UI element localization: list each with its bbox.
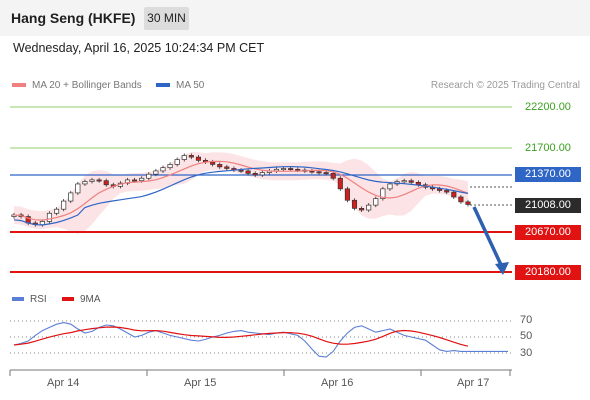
- ma50-label: MA 50: [176, 80, 205, 91]
- rsi-ma-swatch: [62, 297, 74, 302]
- candle: [160, 167, 166, 172]
- candle: [465, 201, 471, 205]
- candle: [103, 180, 109, 186]
- rsi-tick-30: 30: [520, 347, 533, 359]
- candle: [54, 208, 60, 214]
- ma50-line: [13, 165, 469, 226]
- candle: [238, 169, 244, 172]
- candle: [139, 177, 145, 182]
- candle: [153, 170, 159, 175]
- legend-rsi: RSI: [12, 294, 47, 305]
- rsi-ma-label: 9MA: [80, 294, 101, 305]
- candle: [309, 170, 315, 173]
- x-label-apr17: Apr 17: [457, 377, 490, 389]
- candle: [124, 179, 131, 184]
- bollinger-band-area: [14, 152, 468, 234]
- candle: [252, 173, 258, 176]
- projection-arrow-shaft: [472, 206, 504, 268]
- rsi-ma-line: [13, 326, 469, 347]
- level-label-s1: 20670.00: [515, 225, 581, 240]
- legend-ma50: MA 50: [156, 80, 204, 91]
- candle: [373, 198, 379, 206]
- candle: [167, 164, 173, 169]
- credit-text: Research © 2025 Trading Central: [430, 80, 580, 91]
- rsi-tick-50: 50: [520, 330, 533, 342]
- candle: [415, 181, 421, 186]
- ma20-line: [13, 160, 469, 221]
- candle: [408, 180, 414, 183]
- candle: [359, 208, 365, 211]
- candle: [259, 172, 265, 176]
- candle: [46, 212, 53, 222]
- candle: [75, 183, 81, 194]
- candle: [82, 181, 88, 185]
- level-label-r1: 21700.00: [515, 141, 581, 156]
- level-label-last: 21008.00: [515, 198, 581, 213]
- candle: [224, 166, 230, 169]
- level-label-r2: 22200.00: [515, 100, 581, 115]
- ma20-label: MA 20 + Bollinger Bands: [32, 80, 142, 91]
- x-label-apr15: Apr 15: [184, 377, 217, 389]
- candle: [295, 168, 301, 171]
- candle: [330, 173, 336, 179]
- candle: [316, 171, 322, 174]
- candle: [210, 161, 216, 165]
- candle: [188, 155, 194, 158]
- timestamp: Wednesday, April 16, 2025 10:24:34 PM CE…: [13, 41, 265, 55]
- candle: [132, 179, 138, 182]
- candle: [174, 159, 180, 165]
- candle: [181, 155, 187, 160]
- candle: [323, 172, 329, 175]
- level-label-s2: 20180.00: [515, 265, 581, 280]
- rsi-line: [13, 322, 508, 358]
- x-label-apr16: Apr 16: [321, 377, 354, 389]
- x-label-apr14: Apr 14: [47, 377, 80, 389]
- candle: [451, 191, 457, 198]
- interval-button[interactable]: 30 MIN: [144, 7, 189, 30]
- candle: [68, 192, 74, 202]
- candle: [96, 179, 102, 182]
- candle: [366, 204, 372, 211]
- rsi-swatch: [12, 297, 24, 302]
- projection-arrow-head: [495, 262, 509, 275]
- candle: [217, 164, 223, 168]
- candle: [380, 188, 386, 199]
- candle: [61, 200, 67, 210]
- candle: [281, 168, 287, 171]
- candle: [401, 180, 407, 183]
- rsi-tick-70: 70: [520, 314, 533, 326]
- candle: [387, 183, 393, 190]
- ma20-swatch: [12, 83, 26, 88]
- candle: [458, 196, 464, 203]
- candle: [437, 188, 443, 191]
- candle: [146, 173, 152, 179]
- candle: [344, 188, 350, 201]
- legend-ma20: MA 20 + Bollinger Bands: [12, 80, 142, 91]
- candle: [245, 170, 251, 174]
- candle: [195, 156, 201, 161]
- chart-header: Hang Seng (HKFE) 30 MIN: [0, 0, 590, 36]
- legend-rsi-ma: 9MA: [62, 294, 101, 305]
- candle: [444, 190, 450, 193]
- ma50-swatch: [156, 83, 170, 88]
- level-label-pivot: 21370.00: [515, 167, 581, 182]
- candle: [89, 179, 95, 182]
- candles: [11, 153, 471, 227]
- candle: [337, 177, 343, 190]
- bollinger-bands: [14, 152, 468, 234]
- instrument-title: Hang Seng (HKFE): [11, 10, 136, 26]
- rsi-label: RSI: [30, 294, 47, 305]
- candle: [351, 199, 358, 209]
- candle: [288, 168, 294, 171]
